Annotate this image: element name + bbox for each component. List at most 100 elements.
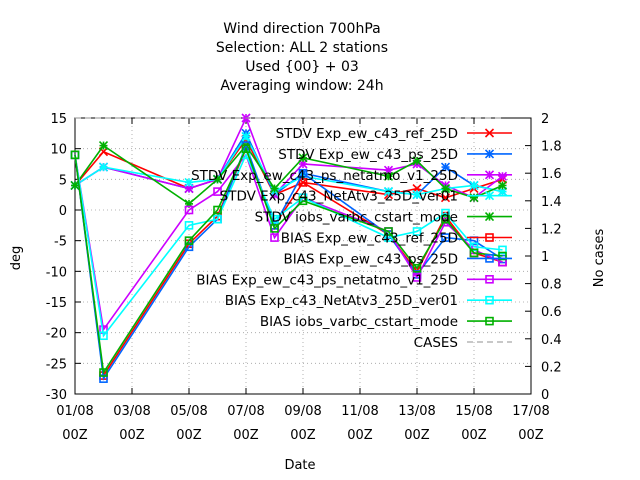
- series-group: [70, 113, 508, 383]
- legend-marker: [485, 274, 494, 284]
- data-point: [298, 196, 308, 206]
- y-axis-label: deg: [9, 246, 24, 271]
- legend-label: BIAS Exp_ew_c43_ref_25D: [281, 231, 458, 247]
- title-line-3: Averaging window: 24h: [220, 78, 383, 94]
- legend-label: STDV iobs_varbc_cstart_mode: [255, 210, 458, 226]
- axis-ticks: 15 10 5 0 -5 -10 -15 -20 -25 -30 2 1.8 1.6 1.4 1.2 1 0.8…: [46, 112, 562, 443]
- x-tick-label-hour: 00Z: [119, 428, 145, 443]
- x-tick-label-date: 03/08: [113, 404, 150, 419]
- data-point: [440, 193, 451, 203]
- data-point: [213, 205, 222, 215]
- data-point: [441, 233, 450, 242]
- series-line-1: [74, 131, 503, 196]
- data-point: [412, 263, 422, 273]
- legend-entry-0: STDV Exp_ew_c43_ref_25D: [276, 126, 512, 142]
- legend-entry-8: BIAS Exp_c43_NetAtv3_25D_ver01: [225, 293, 512, 309]
- legend-label: STDV Exp_ew_c43_ps_netatmo_v1_25D: [191, 168, 458, 184]
- legend-label: STDV Exp_c43_NetAtv3_25D_ver01: [220, 189, 458, 205]
- legend-marker: [485, 233, 494, 242]
- y-tick-label: -5: [54, 235, 67, 250]
- legend-entry-3: STDV Exp_c43_NetAtv3_25D_ver01: [220, 189, 512, 205]
- y2-tick-label: 1.6: [541, 167, 562, 182]
- data-point: [213, 187, 222, 196]
- data-point: [384, 233, 393, 242]
- y2-tick-label: 1: [541, 250, 549, 265]
- y-tick-label: -20: [46, 327, 67, 342]
- legend-marker: [484, 191, 495, 201]
- legend-label: BIAS Exp_ew_c43_ps_25D: [283, 251, 458, 267]
- data-point: [383, 171, 394, 181]
- legend-marker: [485, 316, 494, 326]
- legend-label: STDV Exp_ew_c43_ref_25D: [276, 126, 458, 142]
- data-point: [440, 162, 451, 172]
- legend-label: BIAS iobs_varbc_cstart_mode: [260, 314, 458, 330]
- title-line-1: Selection: ALL 2 stations: [216, 40, 388, 56]
- y-tick-label: -10: [46, 265, 67, 280]
- x-tick-label-date: 13/08: [398, 404, 435, 419]
- data-point: [412, 190, 422, 200]
- title-line-2: Used {00} + 03: [245, 59, 359, 75]
- y-tick-label: -25: [46, 357, 67, 372]
- x-tick-label-hour: 00Z: [176, 428, 202, 443]
- y-tick-label: 5: [59, 173, 67, 188]
- data-point: [270, 233, 279, 242]
- data-point: [298, 178, 308, 187]
- x-tick-label-hour: 00Z: [347, 428, 373, 443]
- series-line-3: [74, 134, 503, 196]
- y2-tick-label: 0.4: [541, 333, 562, 348]
- data-point: [184, 236, 194, 245]
- y-tick-label: -15: [46, 296, 67, 311]
- data-point: [412, 273, 422, 282]
- x-tick-label-hour: 00Z: [233, 428, 259, 443]
- data-point: [241, 144, 251, 153]
- series-9: [70, 144, 507, 377]
- y2-tick-label: 2: [541, 112, 549, 127]
- data-point: [98, 141, 109, 151]
- legend-label: BIAS Exp_c43_NetAtv3_25D_ver01: [225, 293, 458, 309]
- series-line-4: [74, 144, 503, 205]
- data-point: [412, 156, 422, 166]
- x-axis-label: Date: [284, 458, 315, 473]
- legend-label: BIAS Exp_ew_c43_ps_netatmo_v1_25D: [196, 272, 458, 288]
- legend-entry-7: BIAS Exp_ew_c43_ps_netatmo_v1_25D: [196, 272, 512, 288]
- chart-title: Wind direction 700hPa Selection: ALL 2 st…: [216, 21, 388, 94]
- data-point: [270, 224, 279, 233]
- y2-tick-label: 1.8: [541, 140, 562, 155]
- legend-marker: [484, 212, 495, 222]
- data-point: [241, 131, 251, 141]
- y2-tick-label: 0.8: [541, 278, 562, 293]
- series-line-0: [74, 137, 503, 199]
- legend-entry-1: STDV Exp_ew_c43_ps_25D: [278, 147, 512, 163]
- series-line-6: [74, 143, 503, 381]
- data-point: [212, 174, 223, 184]
- legend-marker: [484, 149, 495, 159]
- data-point: [441, 214, 450, 224]
- y2-tick-label: 0.6: [541, 305, 562, 320]
- y2-tick-label: 1.4: [541, 195, 562, 210]
- data-point: [184, 177, 194, 187]
- legend: STDV Exp_ew_c43_ref_25D STDV Exp_ew_c43_p…: [191, 126, 512, 351]
- legend-entry-4: STDV iobs_varbc_cstart_mode: [255, 210, 512, 226]
- y2-axis-label: No cases: [592, 229, 607, 288]
- legend-entry-9: BIAS iobs_varbc_cstart_mode: [260, 314, 512, 330]
- data-point: [497, 180, 508, 191]
- legend-marker: [484, 128, 495, 138]
- title-line-0: Wind direction 700hPa: [223, 21, 380, 37]
- y-tick-label: 15: [50, 112, 67, 127]
- y-tick-label: -30: [46, 388, 67, 403]
- data-point: [184, 205, 194, 215]
- data-point: [383, 187, 394, 197]
- x-tick-label-date: 15/08: [455, 404, 492, 419]
- series-line-7: [74, 153, 503, 332]
- legend-marker: [485, 254, 494, 263]
- legend-marker: [485, 295, 494, 305]
- legend-entry-2: STDV Exp_ew_c43_ps_netatmo_v1_25D: [191, 168, 512, 184]
- data-point: [184, 221, 194, 230]
- data-point: [441, 208, 450, 218]
- x-tick-label-hour: 00Z: [62, 428, 88, 443]
- x-tick-label-date: 05/08: [170, 404, 207, 419]
- data-point: [298, 168, 308, 178]
- data-point: [99, 331, 108, 341]
- y2-tick-label: 0.2: [541, 360, 562, 375]
- data-point: [497, 171, 508, 181]
